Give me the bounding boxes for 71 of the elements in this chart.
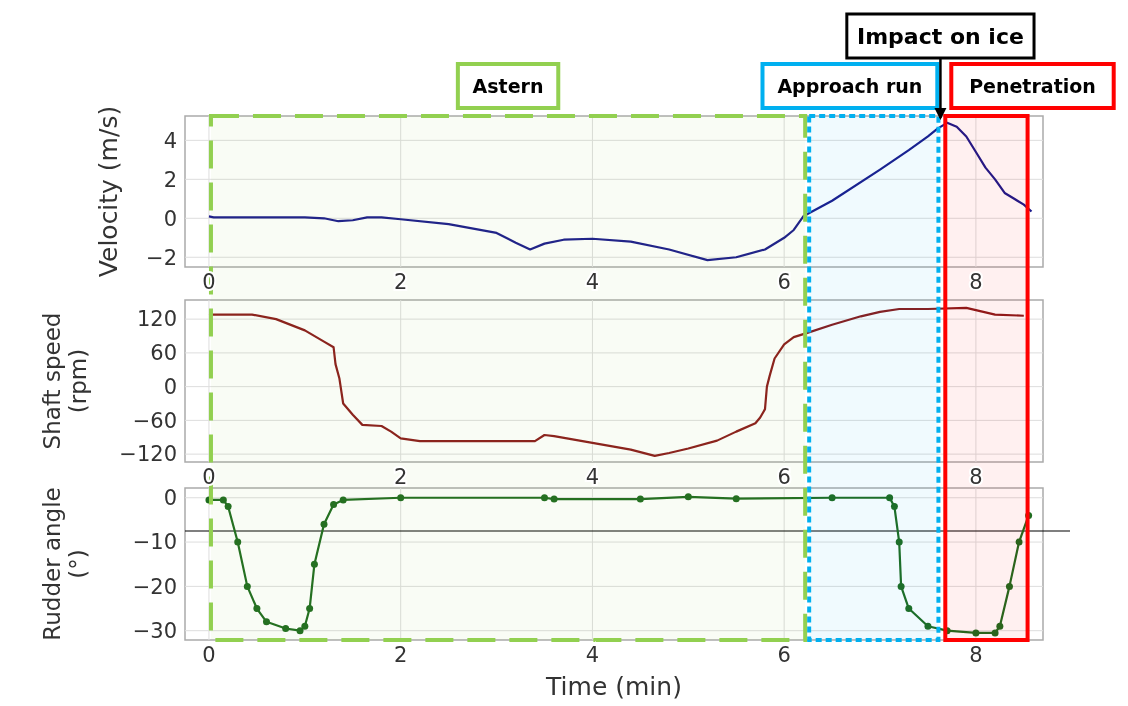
x-tick-label: 2 bbox=[394, 465, 408, 489]
point bbox=[296, 627, 304, 635]
point bbox=[541, 494, 548, 502]
point bbox=[1005, 582, 1013, 590]
point bbox=[234, 538, 242, 546]
y-tick-label: −2 bbox=[146, 245, 177, 270]
point bbox=[262, 618, 270, 626]
band-label: Approach run bbox=[777, 74, 923, 97]
point bbox=[897, 582, 905, 590]
point bbox=[282, 624, 290, 632]
point bbox=[1015, 538, 1023, 546]
point bbox=[243, 582, 251, 590]
x-tick-label: 6 bbox=[777, 465, 791, 489]
point bbox=[330, 500, 338, 508]
y-tick-label: −30 bbox=[132, 619, 177, 644]
point bbox=[732, 495, 740, 503]
y-tick-label: 0 bbox=[163, 206, 177, 231]
band-label: Astern bbox=[472, 74, 544, 97]
point bbox=[301, 622, 309, 630]
point bbox=[253, 605, 261, 613]
x-tick-label: 8 bbox=[969, 465, 983, 489]
point bbox=[943, 627, 951, 635]
y-axis-title: Velocity (m/s) bbox=[93, 105, 123, 278]
point bbox=[828, 494, 836, 502]
x-tick-label: 0 bbox=[202, 643, 216, 667]
line-series bbox=[207, 121, 1033, 262]
x-tick-label: 2 bbox=[394, 643, 408, 667]
x-tick-label: 4 bbox=[585, 270, 600, 294]
x-tick-label: 0 bbox=[202, 465, 216, 489]
point bbox=[996, 622, 1004, 630]
x-tick-label: 6 bbox=[777, 270, 791, 294]
point bbox=[550, 495, 558, 503]
y-tick-label: 4 bbox=[163, 128, 177, 153]
point bbox=[972, 629, 980, 637]
y-tick-label: −120 bbox=[119, 442, 177, 467]
line-series bbox=[207, 306, 1025, 457]
y-tick-label: −20 bbox=[132, 574, 177, 599]
x-tick-label: 4 bbox=[585, 465, 600, 489]
x-axis-title: Time (min) bbox=[545, 672, 682, 701]
y-axis-title: Rudder angle (°) bbox=[38, 487, 92, 641]
x-tick-label: 2 bbox=[394, 270, 408, 294]
x-tick-label: 6 bbox=[777, 643, 791, 667]
point bbox=[991, 629, 999, 637]
x-tick-label: 8 bbox=[969, 643, 983, 667]
x-tick-label: 8 bbox=[969, 270, 983, 294]
point bbox=[339, 496, 347, 504]
point bbox=[886, 494, 894, 502]
point bbox=[306, 605, 314, 613]
point bbox=[890, 503, 898, 511]
y-tick-label: 2 bbox=[163, 167, 177, 192]
point bbox=[905, 605, 913, 613]
y-tick-label: −60 bbox=[132, 408, 177, 433]
point bbox=[224, 503, 232, 511]
point bbox=[684, 493, 692, 501]
y-tick-label: 0 bbox=[163, 486, 177, 511]
point bbox=[1025, 511, 1033, 519]
ref-line-label: Impact on ice bbox=[856, 23, 1024, 49]
point bbox=[924, 622, 932, 630]
point bbox=[895, 538, 903, 546]
point bbox=[397, 494, 405, 502]
band-label: Penetration bbox=[969, 74, 1096, 97]
y-tick-label: 0 bbox=[163, 374, 177, 399]
y-tick-label: 60 bbox=[150, 341, 177, 366]
x-tick-label: 4 bbox=[585, 643, 600, 667]
point bbox=[310, 560, 318, 568]
y-axis-title: Shaft speed (rpm) bbox=[38, 312, 92, 450]
y-tick-label: 120 bbox=[136, 307, 177, 332]
point bbox=[320, 520, 328, 528]
point bbox=[219, 496, 227, 504]
point bbox=[636, 495, 644, 503]
y-tick-label: −10 bbox=[132, 530, 177, 555]
